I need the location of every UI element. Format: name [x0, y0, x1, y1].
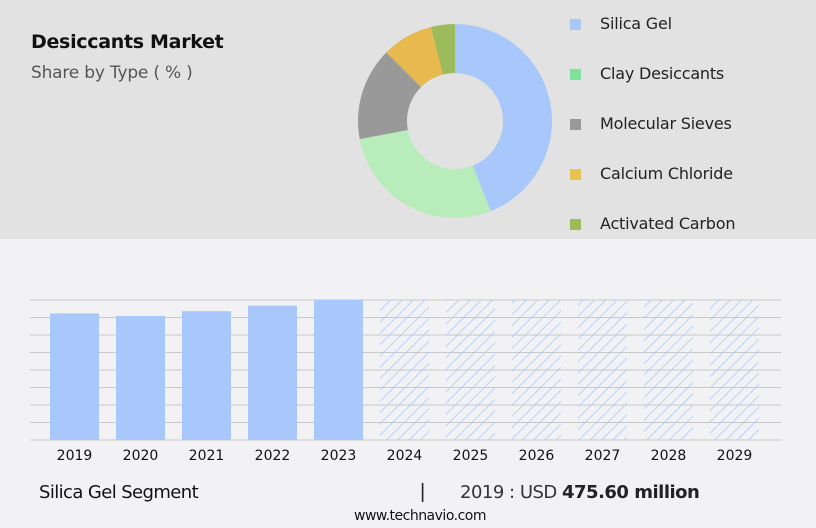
- legend-item-activated-carbon[interactable]: Activated Carbon: [570, 214, 735, 234]
- legend-swatch: [570, 18, 581, 30]
- legend-label: Activated Carbon: [600, 214, 736, 233]
- bar-2022[interactable]: [248, 305, 297, 440]
- segment-value: 2019 : USD 475.60 million: [460, 482, 700, 503]
- footer-separator: |: [420, 481, 426, 503]
- forecast-bar-2027[interactable]: [578, 300, 627, 440]
- legend-swatch: [570, 118, 581, 130]
- legend-item-clay-desiccants[interactable]: Clay Desiccants: [570, 64, 724, 84]
- legend-item-silica-gel[interactable]: Silica Gel: [570, 14, 672, 34]
- x-tick-label: 2022: [255, 448, 291, 464]
- legend-swatch: [570, 68, 581, 80]
- x-tick-label: 2021: [189, 448, 225, 464]
- legend-item-calcium-chloride[interactable]: Calcium Chloride: [570, 164, 733, 184]
- legend-item-molecular-sieves[interactable]: Molecular Sieves: [570, 114, 732, 134]
- x-tick-label: 2025: [453, 448, 489, 464]
- x-tick-label: 2023: [321, 448, 357, 464]
- forecast-bar-2029[interactable]: [710, 300, 759, 440]
- x-tick-label: 2026: [519, 448, 555, 464]
- x-tick-label: 2027: [585, 448, 621, 464]
- legend-label: Clay Desiccants: [600, 64, 725, 83]
- x-tick-label: 2020: [123, 448, 159, 464]
- legend-swatch: [570, 218, 581, 230]
- legend-label: Silica Gel: [600, 14, 672, 33]
- donut-slice-calcium-chloride[interactable]: [386, 27, 444, 88]
- segment-label: Silica Gel Segment: [39, 482, 199, 503]
- x-tick-label: 2024: [387, 448, 423, 464]
- chart-subtitle: Share by Type ( % ): [31, 63, 193, 83]
- donut-slice-activated-carbon[interactable]: [430, 24, 455, 75]
- legend-label: Molecular Sieves: [600, 114, 732, 133]
- x-tick-label: 2019: [57, 448, 93, 464]
- bar-chart: 2019 2020 2021 2022 2023 2024 2025 2026 2027 2028…: [30, 299, 781, 464]
- source-url[interactable]: www.technavio.com: [354, 508, 487, 524]
- x-tick-label: 2028: [651, 448, 687, 464]
- x-tick-label: 2029: [717, 448, 753, 464]
- bar-2023[interactable]: [314, 300, 363, 440]
- donut-slice-molecular-sieves[interactable]: [358, 52, 422, 140]
- value-amount: 475.60 million: [562, 482, 700, 503]
- bar-2021[interactable]: [182, 311, 231, 440]
- forecast-bar-2026[interactable]: [512, 300, 561, 440]
- donut-chart: [358, 24, 552, 218]
- chart-title: Desiccants Market: [31, 31, 224, 53]
- forecast-bar-2025[interactable]: [446, 300, 495, 440]
- value-prefix: 2019 : USD: [460, 482, 562, 503]
- forecast-bar-2028[interactable]: [644, 300, 693, 440]
- donut-slice-silica-gel[interactable]: [455, 24, 552, 212]
- legend-label: Calcium Chloride: [600, 164, 733, 183]
- donut-slice-clay-desiccants[interactable]: [359, 129, 491, 218]
- legend-swatch: [570, 168, 581, 180]
- bar-2019[interactable]: [50, 313, 99, 440]
- bar-2020[interactable]: [116, 315, 165, 440]
- forecast-bar-2024[interactable]: [380, 300, 429, 440]
